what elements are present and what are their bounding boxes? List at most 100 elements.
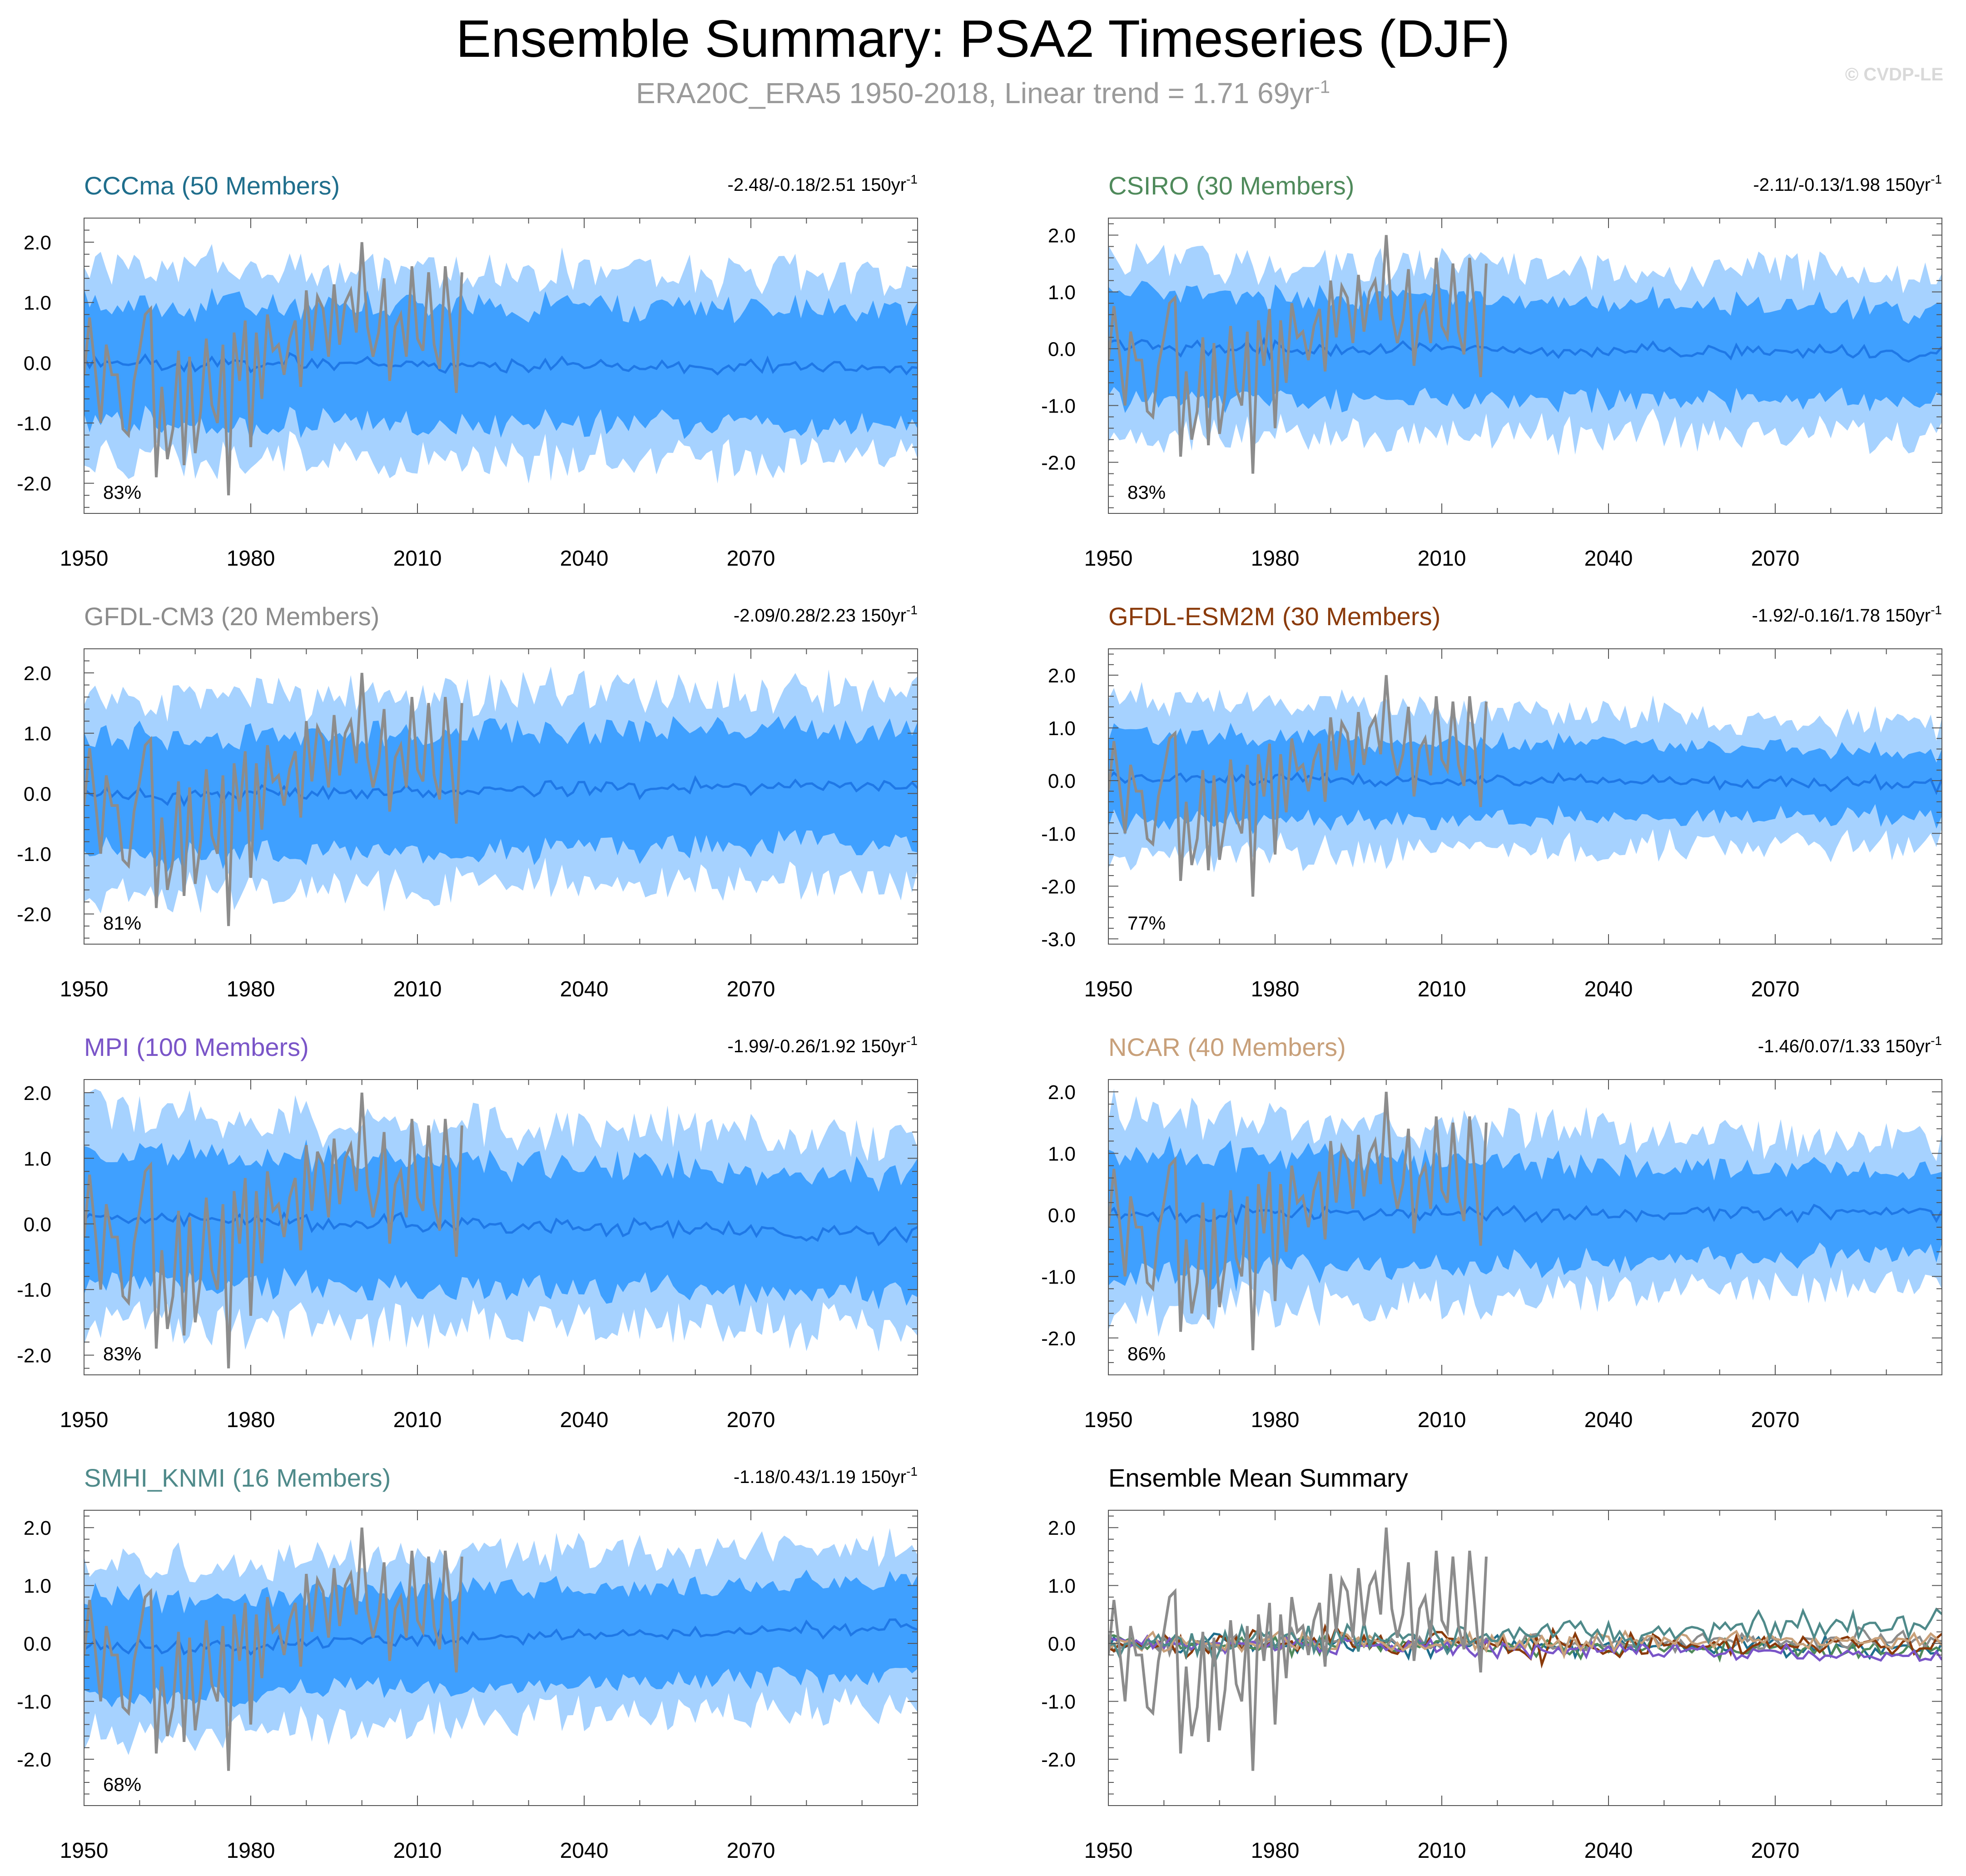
x-tick-label: 2070 <box>727 977 775 1001</box>
x-tick-label: 1950 <box>60 977 109 1001</box>
trend-label: -2.09/0.28/2.23 150yr-1 <box>734 603 918 626</box>
x-tick-label: 2010 <box>1418 1408 1466 1432</box>
y-tick-label: 2.0 <box>24 662 51 685</box>
observation-line <box>84 1092 463 1368</box>
plot-area <box>84 242 918 496</box>
credit-watermark: © CVDP-LE <box>1845 65 1943 85</box>
y-tick-label: 2.0 <box>1048 1517 1076 1539</box>
panel-csiro: CSIRO (30 Members) -2.11/-0.13/1.98 150yr… <box>1041 171 1942 571</box>
subtitle-exponent: -1 <box>1314 77 1331 97</box>
x-tick-label: 1950 <box>60 1408 109 1432</box>
y-tick-label: 0.0 <box>24 1633 51 1655</box>
trend-exponent: -1 <box>906 172 918 186</box>
x-tick-label: 2010 <box>393 547 442 571</box>
x-tick-label: 1950 <box>1084 977 1133 1001</box>
subtitle-text: ERA20C_ERA5 1950-2018, Linear trend = 1.… <box>635 77 1314 109</box>
y-tick-label: -1.0 <box>17 413 51 435</box>
trend-exponent: -1 <box>1931 603 1942 617</box>
plot-area <box>1108 235 1942 474</box>
plot-area <box>1108 1089 1942 1350</box>
x-tick-label: 2070 <box>1751 977 1800 1001</box>
panel-title: SMHI_KNMI (16 Members) <box>84 1463 391 1492</box>
x-tick-label: 1950 <box>60 547 109 571</box>
y-tick-label: -2.0 <box>17 1749 51 1771</box>
figure-subtitle: ERA20C_ERA5 1950-2018, Linear trend = 1.… <box>0 76 1966 110</box>
y-tick-label: 0.0 <box>1048 1633 1076 1655</box>
observation-line <box>1108 235 1488 474</box>
plot-area <box>1108 675 1942 897</box>
percent-label: 83% <box>103 1343 141 1364</box>
observation-line <box>1108 1091 1488 1350</box>
x-tick-label: 1980 <box>1251 547 1300 571</box>
percent-label: 83% <box>1127 482 1166 503</box>
observation-line <box>1108 1527 1488 1771</box>
trend-value: -1.18/0.43/1.19 150yr <box>734 1467 906 1487</box>
trend-exponent: -1 <box>1931 1034 1942 1048</box>
observation-line <box>84 1527 463 1771</box>
observation-line <box>84 672 463 926</box>
trend-value: -1.99/-0.26/1.92 150yr <box>728 1036 907 1056</box>
trend-value: -2.48/-0.18/2.51 150yr <box>728 175 907 195</box>
trend-value: -1.92/-0.16/1.78 150yr <box>1752 606 1931 626</box>
observation-line <box>84 242 463 496</box>
trend-exponent: -1 <box>906 1034 918 1048</box>
x-tick-label: 2040 <box>1584 1839 1633 1863</box>
x-tick-label: 2010 <box>1418 547 1466 571</box>
x-tick-label: 2070 <box>727 547 775 571</box>
plot-frame <box>1108 1510 1942 1806</box>
x-tick-label: 2040 <box>1584 977 1633 1001</box>
trend-exponent: -1 <box>1931 172 1942 186</box>
trend-exponent: -1 <box>906 1464 918 1478</box>
inner-spread-band <box>1108 1136 1942 1292</box>
trend-label: -1.18/0.43/1.19 150yr-1 <box>734 1464 918 1487</box>
y-tick-label: -2.0 <box>1041 452 1076 474</box>
y-tick-label: 1.0 <box>1048 717 1076 740</box>
x-tick-label: 2070 <box>1751 1408 1800 1432</box>
y-tick-label: -2.0 <box>17 1345 51 1367</box>
x-tick-label: 1980 <box>227 1839 275 1863</box>
plot-frame <box>84 648 918 945</box>
x-tick-label: 2070 <box>727 1408 775 1432</box>
trend-label: -2.48/-0.18/2.51 150yr-1 <box>728 172 918 195</box>
x-tick-label: 2040 <box>1584 547 1633 571</box>
x-tick-label: 2070 <box>727 1839 775 1863</box>
x-tick-label: 2040 <box>560 547 609 571</box>
y-tick-label: -1.0 <box>17 1691 51 1713</box>
x-tick-label: 2040 <box>560 977 609 1001</box>
x-tick-label: 1980 <box>1251 1839 1300 1863</box>
y-tick-label: 1.0 <box>1048 282 1076 304</box>
y-tick-label: 0.0 <box>1048 338 1076 361</box>
y-tick-label: -1.0 <box>1041 395 1076 418</box>
panel-cccma: CCCma (50 Members) -2.48/-0.18/2.51 150yr… <box>17 171 918 571</box>
y-tick-label: 2.0 <box>24 232 51 254</box>
x-tick-label: 2040 <box>560 1839 609 1863</box>
panel-title: MPI (100 Members) <box>84 1033 309 1061</box>
plot-area <box>84 1089 918 1368</box>
x-tick-label: 2070 <box>1751 547 1800 571</box>
x-tick-label: 1980 <box>227 977 275 1001</box>
plot-frame <box>84 1510 918 1806</box>
x-tick-label: 2010 <box>393 1408 442 1432</box>
plot-frame <box>1108 648 1942 945</box>
trend-value: -2.09/0.28/2.23 150yr <box>734 606 906 626</box>
x-tick-label: 2040 <box>560 1408 609 1432</box>
y-tick-label: 0.0 <box>24 783 51 805</box>
y-tick-label: 1.0 <box>24 292 51 314</box>
x-tick-label: 1950 <box>1084 1408 1133 1432</box>
y-tick-label: 2.0 <box>1048 1081 1076 1104</box>
panel-smhi-knmi: SMHI_KNMI (16 Members) -1.18/0.43/1.19 15… <box>17 1463 918 1863</box>
y-tick-label: 1.0 <box>24 723 51 745</box>
y-tick-label: -2.0 <box>17 904 51 926</box>
plot-frame <box>84 218 918 514</box>
panel-gfdl-esm2m: GFDL-ESM2M (30 Members) -1.92/-0.16/1.78 … <box>1041 602 1942 1001</box>
panel-title: NCAR (40 Members) <box>1108 1033 1346 1061</box>
panel-title: CSIRO (30 Members) <box>1108 171 1354 200</box>
y-tick-label: 1.0 <box>1048 1143 1076 1165</box>
x-tick-label: 1980 <box>1251 1408 1300 1432</box>
plot-area <box>84 667 918 926</box>
percent-label: 86% <box>1127 1343 1166 1364</box>
trend-label: -1.99/-0.26/1.92 150yr-1 <box>728 1034 918 1056</box>
trend-label: -1.46/0.07/1.33 150yr-1 <box>1758 1034 1942 1056</box>
panel-gfdl-cm3: GFDL-CM3 (20 Members) -2.09/0.28/2.23 150… <box>17 602 918 1001</box>
